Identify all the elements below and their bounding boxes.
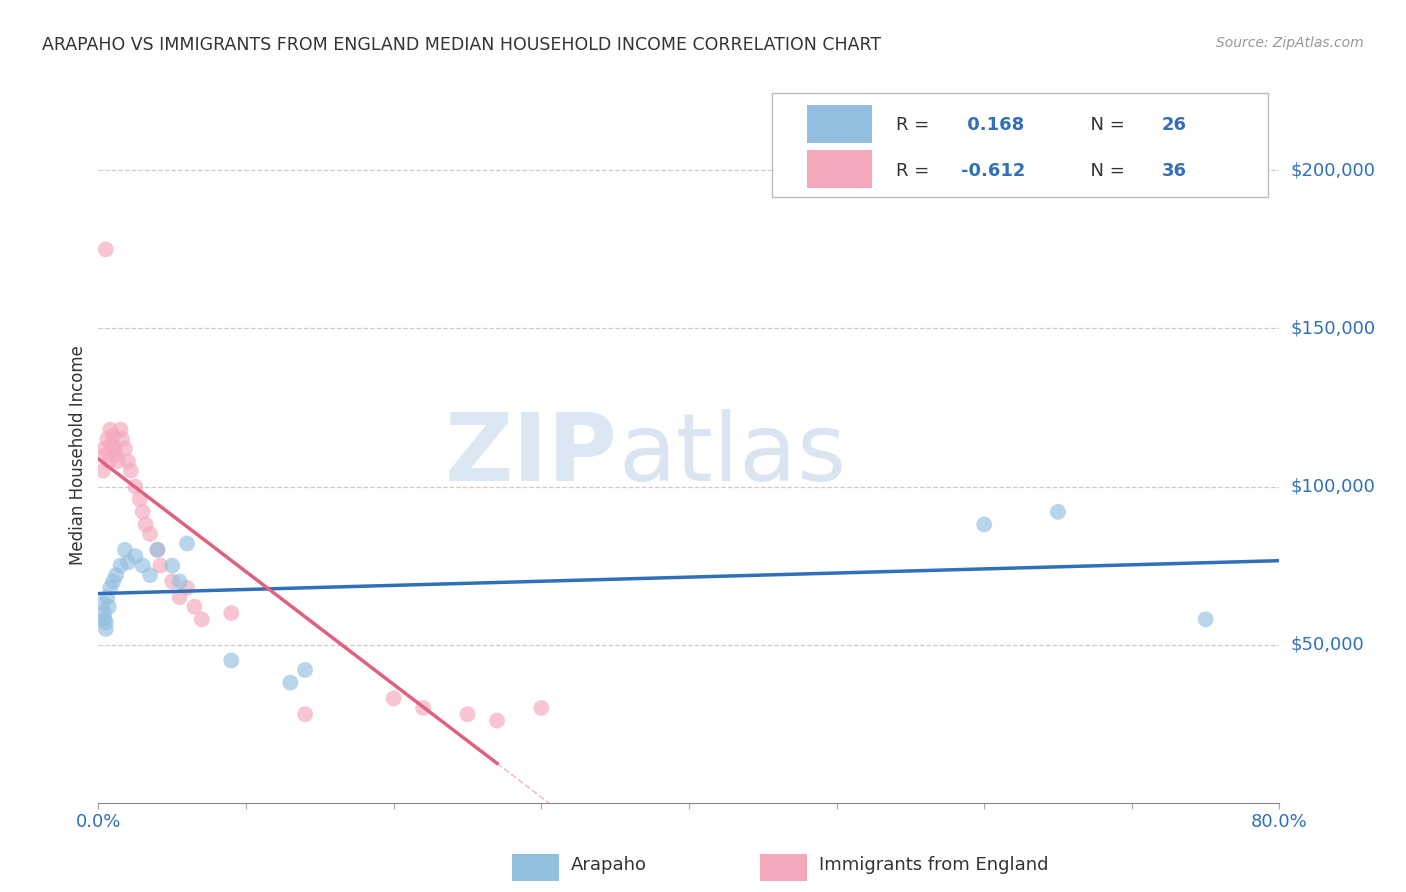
Point: [94, 448, 117, 462]
Text: Source: ZipAtlas.com: Source: ZipAtlas.com: [1216, 36, 1364, 50]
Point: [486, 714, 509, 728]
Point: [183, 599, 205, 614]
Point: [124, 549, 146, 563]
Point: [162, 558, 183, 573]
Point: [219, 606, 242, 620]
Point: [219, 653, 242, 667]
Text: atlas: atlas: [619, 409, 846, 501]
Point: [117, 556, 139, 570]
Point: [132, 558, 155, 573]
Point: [104, 442, 127, 456]
Point: [149, 558, 172, 573]
Point: [100, 438, 122, 452]
Point: [103, 429, 125, 443]
Point: [169, 574, 191, 589]
Point: [176, 536, 198, 550]
Point: [97, 599, 120, 614]
Point: [91, 597, 114, 611]
Text: Immigrants from England: Immigrants from England: [818, 856, 1049, 874]
Text: 0.168: 0.168: [960, 117, 1024, 135]
Point: [93, 606, 115, 620]
Point: [120, 464, 142, 478]
Point: [94, 622, 117, 636]
Point: [530, 701, 553, 715]
FancyBboxPatch shape: [807, 150, 872, 188]
Point: [169, 591, 191, 605]
Point: [294, 663, 316, 677]
Text: ARAPAHO VS IMMIGRANTS FROM ENGLAND MEDIAN HOUSEHOLD INCOME CORRELATION CHART: ARAPAHO VS IMMIGRANTS FROM ENGLAND MEDIA…: [42, 36, 882, 54]
Point: [94, 243, 117, 257]
Point: [139, 568, 162, 582]
Point: [146, 542, 169, 557]
Point: [114, 542, 136, 557]
Text: 36: 36: [1161, 161, 1187, 179]
Point: [412, 701, 434, 715]
FancyBboxPatch shape: [759, 855, 807, 880]
Text: R =: R =: [896, 117, 935, 135]
Text: $50,000: $50,000: [1291, 636, 1364, 654]
Point: [456, 707, 478, 722]
FancyBboxPatch shape: [512, 855, 560, 880]
Text: R =: R =: [896, 161, 935, 179]
Point: [107, 454, 129, 468]
Text: 26: 26: [1161, 117, 1187, 135]
Point: [105, 568, 128, 582]
Text: $100,000: $100,000: [1291, 477, 1375, 496]
Point: [973, 517, 995, 532]
Point: [110, 558, 132, 573]
Y-axis label: Median Household Income: Median Household Income: [69, 345, 87, 565]
Point: [117, 454, 139, 468]
Point: [114, 442, 136, 456]
Point: [105, 448, 128, 462]
FancyBboxPatch shape: [807, 104, 872, 143]
Point: [97, 454, 120, 468]
Point: [93, 612, 115, 626]
Point: [93, 442, 115, 456]
Point: [111, 432, 134, 446]
Text: -0.612: -0.612: [960, 161, 1025, 179]
Point: [191, 612, 214, 626]
Text: N =: N =: [1078, 161, 1130, 179]
Point: [98, 423, 121, 437]
Point: [162, 574, 183, 589]
Point: [1195, 612, 1218, 626]
Point: [278, 675, 302, 690]
Point: [146, 542, 169, 557]
Point: [128, 492, 150, 507]
Point: [110, 423, 132, 437]
Point: [132, 505, 155, 519]
Point: [1046, 505, 1069, 519]
Point: [91, 464, 114, 478]
Text: N =: N =: [1078, 117, 1130, 135]
FancyBboxPatch shape: [772, 93, 1268, 197]
Text: Arapaho: Arapaho: [571, 856, 647, 874]
Point: [139, 527, 162, 541]
Text: $200,000: $200,000: [1291, 161, 1375, 179]
Point: [98, 581, 121, 595]
Point: [96, 591, 118, 605]
Point: [94, 615, 117, 630]
Point: [124, 479, 146, 493]
Text: ZIP: ZIP: [446, 409, 619, 501]
Point: [135, 517, 157, 532]
Point: [176, 581, 198, 595]
Point: [294, 707, 316, 722]
Text: $150,000: $150,000: [1291, 319, 1375, 337]
Point: [103, 574, 125, 589]
Point: [96, 432, 118, 446]
Point: [382, 691, 405, 706]
